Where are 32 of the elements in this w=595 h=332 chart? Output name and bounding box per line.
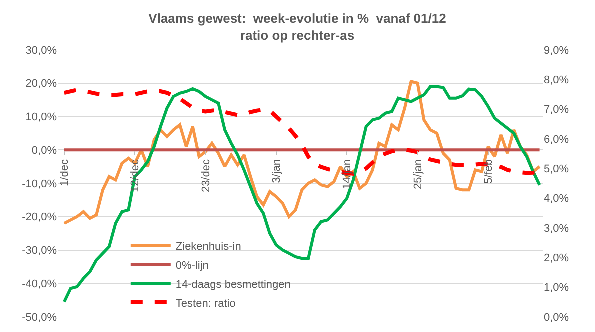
legend-label: 0%-lijn [176,260,209,272]
y-tick-label: -50,0% [22,312,58,324]
x-tick-label: 23/dec [200,159,212,193]
legend-label: Ziekenhuis-in [176,240,242,253]
legend-label: 14-daags besmettingen [176,278,291,291]
x-tick-label: 5/feb [482,160,495,184]
chart-subtitle: ratio op rechter-as [240,28,355,44]
y-tick-label: -20,0% [22,212,58,224]
y-tick-label: 10,0% [26,112,58,124]
y2-tick-label: 4,0% [544,193,570,206]
y-tick-label: 20,0% [26,78,58,90]
y-tick-label: -10,0% [22,178,58,190]
x-tick-label: 1/dec [58,159,71,186]
y2-tick-label: 5,0% [544,164,570,176]
x-tick-label: 14/jan [342,160,354,190]
x-tick-label: 3/jan [270,160,283,184]
y2-tick-label: 2,0% [544,252,570,265]
y-tick-label: -40,0% [22,278,58,290]
x-tick-label: 25/jan [412,160,424,190]
y2-tick-label: 3,0% [544,222,570,235]
chart-title: Vlaams gewest: week-evolutie in % vanaf 01/12 [148,11,446,26]
y2-tick-label: 9,0% [544,44,570,57]
y2-tick-label: 8,0% [544,74,570,87]
legend-label: Testen: ratio [176,298,236,310]
y2-tick-label: 1,0% [544,282,570,294]
x-tick-label: 12/dec [130,159,142,193]
y-tick-label: -30,0% [22,245,58,258]
y2-tick-label: 7,0% [544,104,570,116]
y2-tick-label: 6,0% [544,134,570,146]
y-tick-label: 30,0% [26,44,58,57]
y-tick-label: 0,0% [32,144,58,157]
y2-tick-label: 0,0% [544,312,570,324]
